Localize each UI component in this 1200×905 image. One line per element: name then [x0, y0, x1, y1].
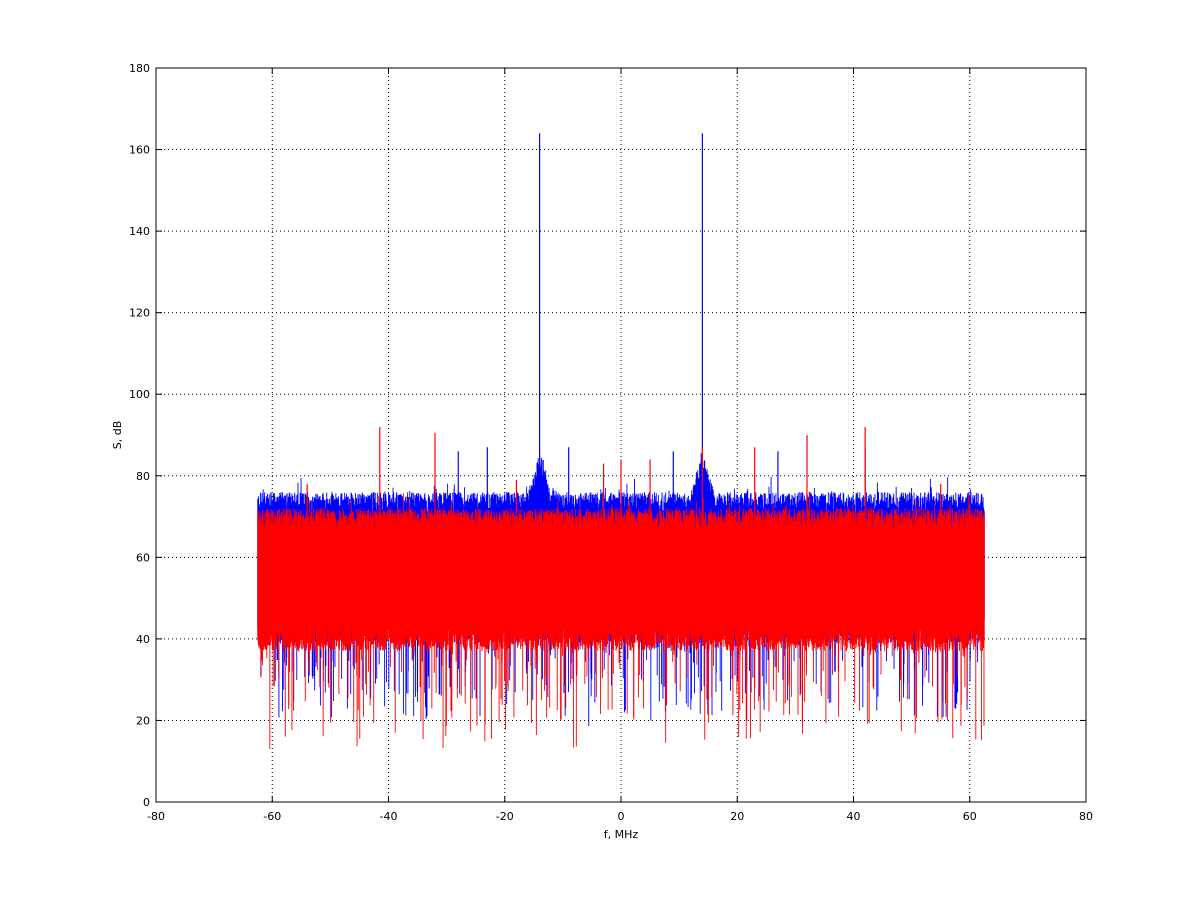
- x-tick-label: 80: [1079, 810, 1093, 823]
- series-red-spectrum: [257, 493, 985, 749]
- y-tick-label: 80: [136, 470, 150, 483]
- x-tick-label: -20: [496, 810, 514, 823]
- x-tick-label: -80: [147, 810, 165, 823]
- y-tick-label: 100: [129, 388, 150, 401]
- y-tick-label: 140: [129, 225, 150, 238]
- y-axis-label: S, dB: [111, 421, 124, 450]
- y-tick-label: 40: [136, 633, 150, 646]
- series-group: [257, 133, 985, 749]
- x-axis-label: f, MHz: [604, 828, 639, 841]
- y-tick-label: 0: [143, 796, 150, 809]
- x-tick-label: -60: [263, 810, 281, 823]
- x-tick-label: 20: [730, 810, 744, 823]
- ticks: -80 -60 -40 -20 0 20 40 60 80 0 20 40 60 80 100 120 140 1…: [129, 62, 1093, 823]
- y-tick-label: 160: [129, 144, 150, 157]
- y-tick-label: 60: [136, 551, 150, 564]
- y-tick-label: 120: [129, 307, 150, 320]
- y-tick-label: 20: [136, 714, 150, 727]
- x-tick-label: 40: [847, 810, 861, 823]
- x-tick-label: -40: [380, 810, 398, 823]
- x-tick-label: 0: [618, 810, 625, 823]
- x-tick-label: 60: [963, 810, 977, 823]
- y-tick-label: 180: [129, 62, 150, 75]
